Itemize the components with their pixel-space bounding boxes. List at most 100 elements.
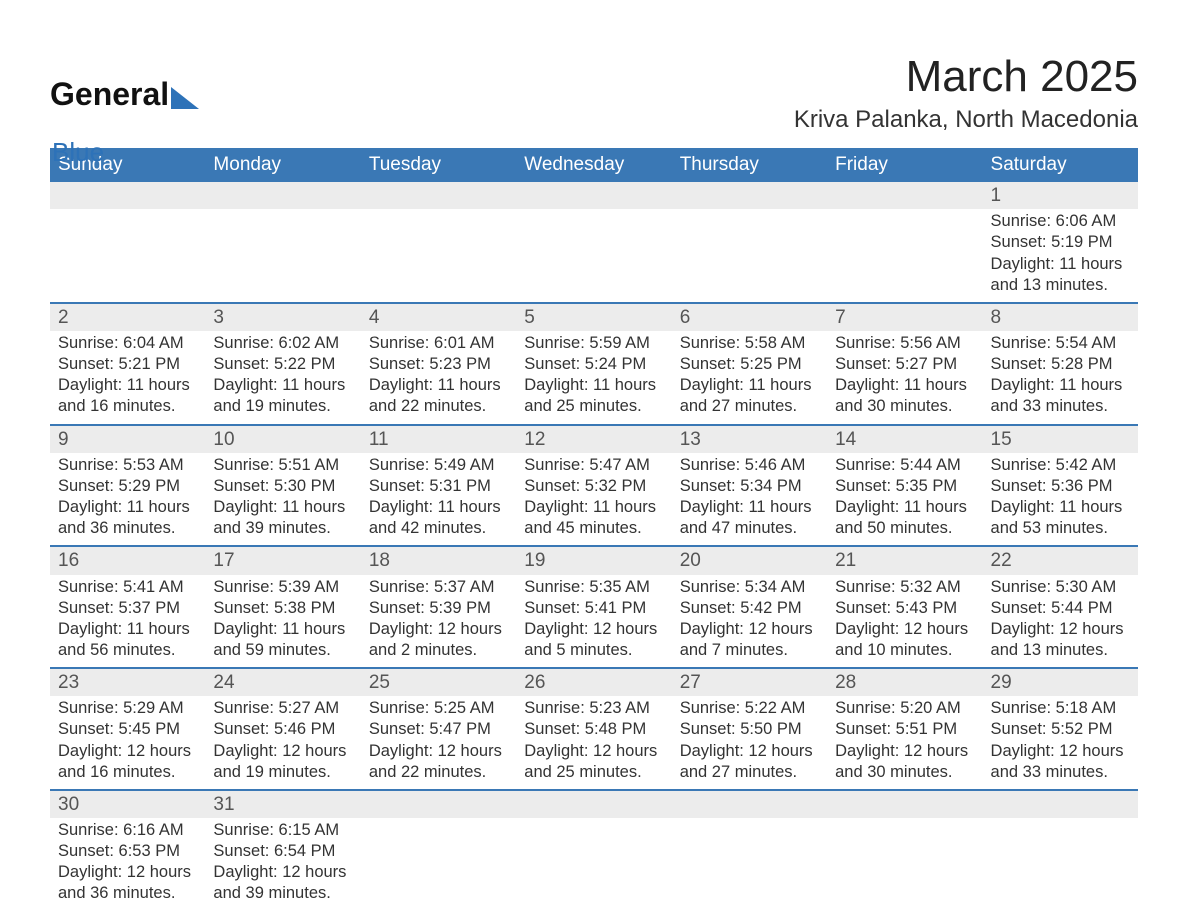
header: General Blue March 2025 Kriva Palanka, N… <box>50 40 1138 148</box>
day-number: 29 <box>983 669 1138 696</box>
day-body-cell: Sunrise: 5:56 AMSunset: 5:27 PMDaylight:… <box>827 331 982 424</box>
day-number <box>516 182 671 185</box>
daylight-text-1: Daylight: 11 hours <box>213 497 352 518</box>
sunrise-text: Sunrise: 5:42 AM <box>991 455 1130 476</box>
day-body-cell <box>50 209 205 302</box>
day-number-cell <box>516 790 671 818</box>
day-number-cell: 2 <box>50 303 205 331</box>
sunset-text: Sunset: 5:41 PM <box>524 598 663 619</box>
daylight-text-1: Daylight: 12 hours <box>680 619 819 640</box>
day-body-cell: Sunrise: 5:47 AMSunset: 5:32 PMDaylight:… <box>516 453 671 546</box>
day-number-cell: 26 <box>516 668 671 696</box>
day-number: 14 <box>827 426 982 453</box>
sunrise-text: Sunrise: 5:25 AM <box>369 698 508 719</box>
day-number-cell: 19 <box>516 546 671 574</box>
sunrise-text: Sunrise: 5:23 AM <box>524 698 663 719</box>
sunrise-text: Sunrise: 6:02 AM <box>213 333 352 354</box>
daylight-text-1: Daylight: 11 hours <box>680 375 819 396</box>
daylight-text-2: and 19 minutes. <box>213 396 352 417</box>
day-number: 25 <box>361 669 516 696</box>
day-number: 9 <box>50 426 205 453</box>
sunrise-text: Sunrise: 5:27 AM <box>213 698 352 719</box>
daylight-text-2: and 10 minutes. <box>835 640 974 661</box>
sunrise-text: Sunrise: 5:29 AM <box>58 698 197 719</box>
day-body-cell: Sunrise: 5:22 AMSunset: 5:50 PMDaylight:… <box>672 696 827 789</box>
day-header: Thursday <box>672 148 827 182</box>
sunrise-text: Sunrise: 5:58 AM <box>680 333 819 354</box>
daybody-row: Sunrise: 5:53 AMSunset: 5:29 PMDaylight:… <box>50 453 1138 546</box>
day-body-cell: Sunrise: 5:20 AMSunset: 5:51 PMDaylight:… <box>827 696 982 789</box>
day-number-cell: 5 <box>516 303 671 331</box>
sunset-text: Sunset: 5:35 PM <box>835 476 974 497</box>
sunset-text: Sunset: 5:39 PM <box>369 598 508 619</box>
day-number <box>827 791 982 794</box>
daylight-text-1: Daylight: 11 hours <box>58 619 197 640</box>
daylight-text-2: and 27 minutes. <box>680 762 819 783</box>
daylight-text-1: Daylight: 11 hours <box>680 497 819 518</box>
sunrise-text: Sunrise: 5:35 AM <box>524 577 663 598</box>
day-body-cell <box>361 818 516 910</box>
day-number-cell: 8 <box>983 303 1138 331</box>
day-body-cell: Sunrise: 5:44 AMSunset: 5:35 PMDaylight:… <box>827 453 982 546</box>
sunset-text: Sunset: 5:28 PM <box>991 354 1130 375</box>
daylight-text-1: Daylight: 11 hours <box>991 497 1130 518</box>
daybody-row: Sunrise: 6:06 AMSunset: 5:19 PMDaylight:… <box>50 209 1138 302</box>
day-number-cell: 9 <box>50 425 205 453</box>
day-body-cell <box>516 818 671 910</box>
day-number-cell: 17 <box>205 546 360 574</box>
daylight-text-2: and 25 minutes. <box>524 762 663 783</box>
day-number-cell: 1 <box>983 182 1138 209</box>
sunset-text: Sunset: 5:30 PM <box>213 476 352 497</box>
daylight-text-2: and 56 minutes. <box>58 640 197 661</box>
day-header: Monday <box>205 148 360 182</box>
sunset-text: Sunset: 5:24 PM <box>524 354 663 375</box>
daylight-text-1: Daylight: 12 hours <box>835 741 974 762</box>
daynum-row: 23242526272829 <box>50 668 1138 696</box>
day-header: Friday <box>827 148 982 182</box>
sunset-text: Sunset: 6:54 PM <box>213 841 352 862</box>
sunset-text: Sunset: 5:48 PM <box>524 719 663 740</box>
sunrise-text: Sunrise: 5:44 AM <box>835 455 974 476</box>
day-number: 15 <box>983 426 1138 453</box>
day-body-cell: Sunrise: 6:16 AMSunset: 6:53 PMDaylight:… <box>50 818 205 910</box>
day-number <box>361 182 516 185</box>
daylight-text-1: Daylight: 12 hours <box>58 862 197 883</box>
daylight-text-1: Daylight: 11 hours <box>213 619 352 640</box>
daylight-text-2: and 33 minutes. <box>991 396 1130 417</box>
day-header: Saturday <box>983 148 1138 182</box>
sunset-text: Sunset: 5:47 PM <box>369 719 508 740</box>
daylight-text-2: and 22 minutes. <box>369 762 508 783</box>
day-body-cell: Sunrise: 5:46 AMSunset: 5:34 PMDaylight:… <box>672 453 827 546</box>
day-number: 13 <box>672 426 827 453</box>
day-number-cell: 11 <box>361 425 516 453</box>
daybody-row: Sunrise: 6:16 AMSunset: 6:53 PMDaylight:… <box>50 818 1138 910</box>
daylight-text-1: Daylight: 12 hours <box>835 619 974 640</box>
daybody-row: Sunrise: 6:04 AMSunset: 5:21 PMDaylight:… <box>50 331 1138 424</box>
day-header-row: Sunday Monday Tuesday Wednesday Thursday… <box>50 148 1138 182</box>
day-number-cell: 18 <box>361 546 516 574</box>
day-number-cell <box>516 182 671 209</box>
daylight-text-1: Daylight: 12 hours <box>680 741 819 762</box>
daylight-text-2: and 36 minutes. <box>58 518 197 539</box>
daylight-text-2: and 2 minutes. <box>369 640 508 661</box>
daylight-text-1: Daylight: 12 hours <box>213 862 352 883</box>
daylight-text-2: and 16 minutes. <box>58 396 197 417</box>
sunset-text: Sunset: 5:44 PM <box>991 598 1130 619</box>
day-number <box>205 182 360 185</box>
day-body-cell: Sunrise: 6:06 AMSunset: 5:19 PMDaylight:… <box>983 209 1138 302</box>
day-body-cell: Sunrise: 5:42 AMSunset: 5:36 PMDaylight:… <box>983 453 1138 546</box>
day-number-cell: 31 <box>205 790 360 818</box>
sunrise-text: Sunrise: 5:20 AM <box>835 698 974 719</box>
title-block: March 2025 Kriva Palanka, North Macedoni… <box>794 40 1138 148</box>
daylight-text-2: and 39 minutes. <box>213 883 352 904</box>
day-body-cell: Sunrise: 5:18 AMSunset: 5:52 PMDaylight:… <box>983 696 1138 789</box>
day-number-cell <box>361 182 516 209</box>
day-number-cell: 21 <box>827 546 982 574</box>
day-number-cell: 22 <box>983 546 1138 574</box>
sunset-text: Sunset: 5:29 PM <box>58 476 197 497</box>
day-number <box>516 791 671 794</box>
day-number-cell: 25 <box>361 668 516 696</box>
day-number <box>361 791 516 794</box>
day-number <box>50 182 205 185</box>
day-number-cell: 29 <box>983 668 1138 696</box>
